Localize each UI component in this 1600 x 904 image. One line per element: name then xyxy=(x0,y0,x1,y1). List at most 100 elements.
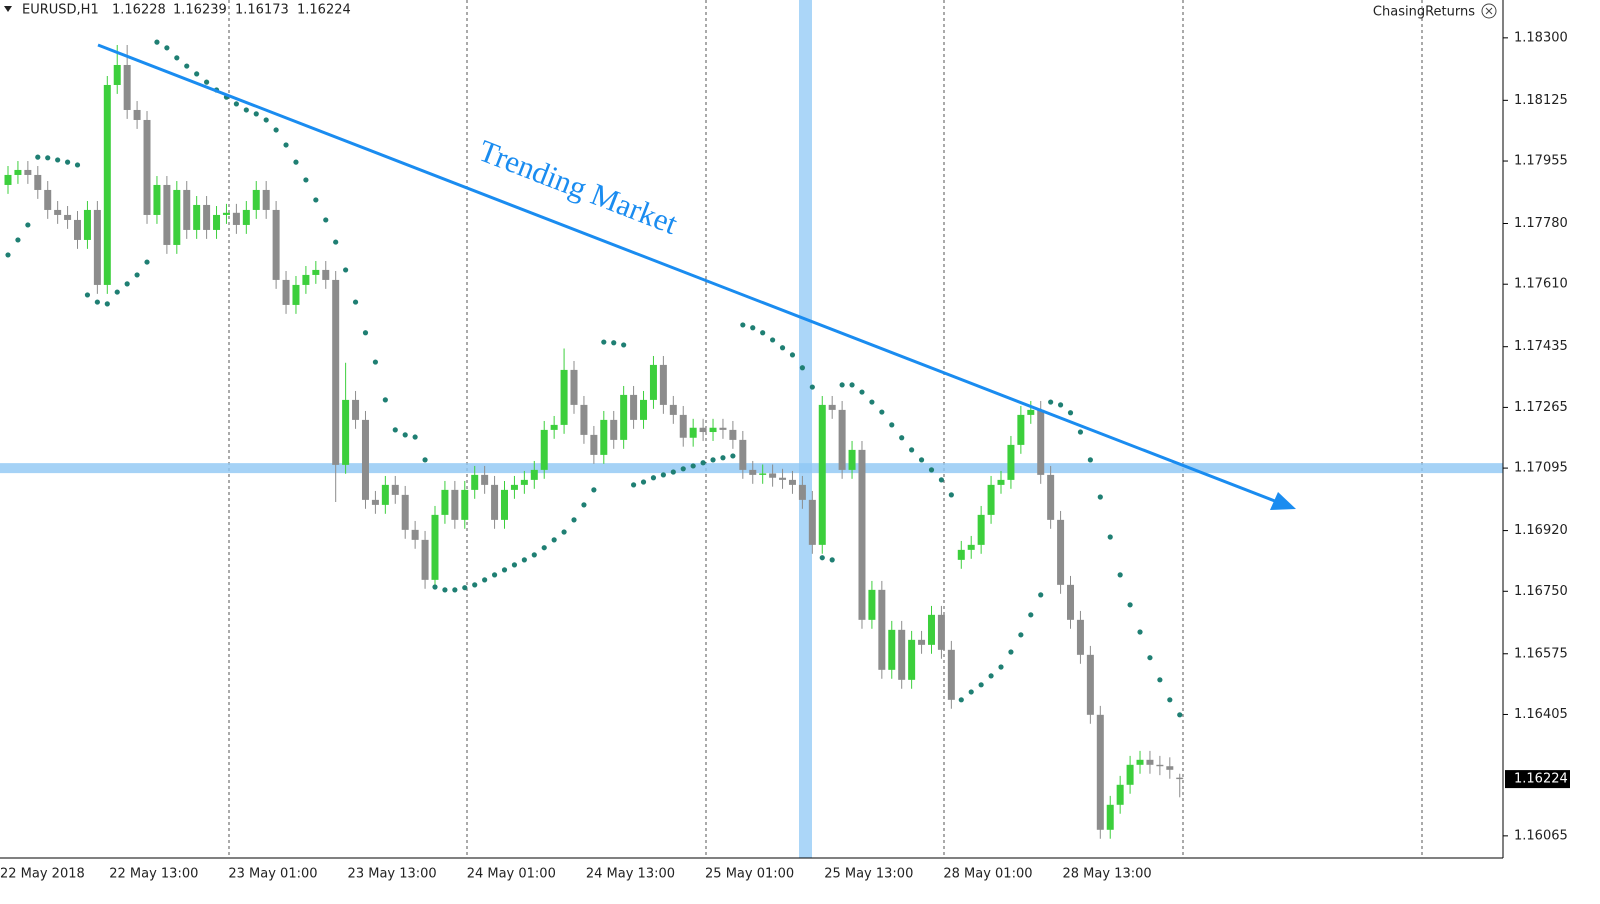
y-tick-label: 1.16575 xyxy=(1514,646,1568,661)
candle-body xyxy=(630,394,638,420)
y-tick-label: 1.17095 xyxy=(1514,461,1568,476)
x-tick-label: 24 May 13:00 xyxy=(586,867,675,882)
sar-dot xyxy=(511,562,518,568)
sar-dot xyxy=(253,111,259,117)
candle-body xyxy=(937,614,945,650)
candle-body xyxy=(113,64,121,85)
sar-dot xyxy=(720,455,726,461)
candle-body xyxy=(173,189,181,245)
candle-body xyxy=(749,469,757,475)
candle-body xyxy=(123,64,131,110)
sar-dot xyxy=(134,272,140,278)
sar-dot xyxy=(948,492,954,498)
sar-dot xyxy=(710,457,716,463)
candle-body xyxy=(14,169,22,175)
sar-dot xyxy=(581,502,587,508)
sar-dot xyxy=(879,409,885,415)
sar-dot xyxy=(1087,457,1093,463)
candle-body xyxy=(24,169,32,175)
brand: ChasingReturns xyxy=(1373,5,1475,20)
candle-body xyxy=(232,212,240,225)
candle-body xyxy=(421,539,429,580)
candle-body xyxy=(431,514,439,580)
sar-dot xyxy=(323,217,329,223)
candle-body xyxy=(83,209,91,240)
sar-dot xyxy=(621,342,627,348)
candle-body xyxy=(342,399,350,465)
sar-dot xyxy=(918,457,925,463)
sar-dot xyxy=(1018,632,1024,638)
sar-dot xyxy=(779,345,786,351)
candle-body xyxy=(1166,766,1174,770)
sar-dot xyxy=(25,222,31,228)
x-tick-label: 23 May 01:00 xyxy=(228,867,317,882)
candle-body xyxy=(838,409,846,470)
sar-dot xyxy=(1097,494,1103,500)
candle-body xyxy=(947,649,955,700)
sar-dot xyxy=(432,584,438,590)
candle-body xyxy=(1067,584,1075,620)
sar-dot xyxy=(928,467,935,473)
candle-body xyxy=(1106,804,1114,830)
x-tick-label: 25 May 13:00 xyxy=(824,867,913,882)
sar-dot xyxy=(1107,534,1113,540)
close-icon[interactable] xyxy=(1481,3,1497,19)
sar-dot xyxy=(472,582,478,588)
sar-dot xyxy=(184,63,190,69)
sar-dot xyxy=(849,382,855,388)
candle-body xyxy=(600,419,608,455)
sar-dot xyxy=(422,457,428,463)
candle-body xyxy=(54,209,62,215)
candle-body xyxy=(1176,777,1184,780)
candle-body xyxy=(163,184,171,245)
candle-body xyxy=(927,614,935,645)
candle-body xyxy=(1017,414,1025,445)
candle-body xyxy=(530,469,538,480)
candle-body xyxy=(64,214,72,220)
close-icon-cross[interactable] xyxy=(1485,7,1493,15)
sar-dot xyxy=(958,697,964,703)
candle-body xyxy=(74,219,82,240)
candle-body xyxy=(977,514,985,545)
sar-dot xyxy=(402,432,408,438)
trend-arrowhead xyxy=(1270,492,1296,510)
candle-body xyxy=(1146,759,1154,765)
candle-body xyxy=(858,449,866,620)
sar-dot xyxy=(64,159,71,165)
sar-dot xyxy=(392,427,398,433)
candle-body xyxy=(143,119,151,215)
candle-body xyxy=(987,484,995,515)
sar-dot xyxy=(1077,429,1084,435)
sar-dot xyxy=(303,177,309,183)
sar-dot xyxy=(531,552,537,558)
sar-dot xyxy=(750,325,756,331)
candle-body xyxy=(709,427,717,433)
candle-body xyxy=(640,399,648,420)
sar-dot xyxy=(452,587,458,593)
sar-dot xyxy=(819,555,825,561)
vertical-marker xyxy=(799,0,812,858)
candle-body xyxy=(44,189,52,210)
x-tick-label: 22 May 13:00 xyxy=(109,867,198,882)
close-button[interactable] xyxy=(1481,3,1497,19)
y-tick-label: 1.17265 xyxy=(1514,400,1568,415)
sar-dot xyxy=(770,337,776,343)
sar-dot xyxy=(998,664,1004,670)
menu-triangle[interactable] xyxy=(4,6,12,12)
sar-dot xyxy=(1067,410,1074,416)
sar-dot xyxy=(243,107,249,113)
candle-body xyxy=(282,279,290,305)
candle-body xyxy=(520,479,528,485)
sar-dot xyxy=(273,127,279,133)
header-high: 1.16239 xyxy=(173,3,227,18)
sar-dot xyxy=(968,689,974,695)
candle-body xyxy=(689,427,697,438)
sar-dot xyxy=(204,79,210,85)
sar-dot xyxy=(194,71,200,77)
sar-dot xyxy=(343,267,349,273)
sar-dot xyxy=(611,340,617,346)
candle-body xyxy=(669,404,677,415)
sar-dot xyxy=(333,239,339,245)
sar-dot xyxy=(104,301,110,307)
